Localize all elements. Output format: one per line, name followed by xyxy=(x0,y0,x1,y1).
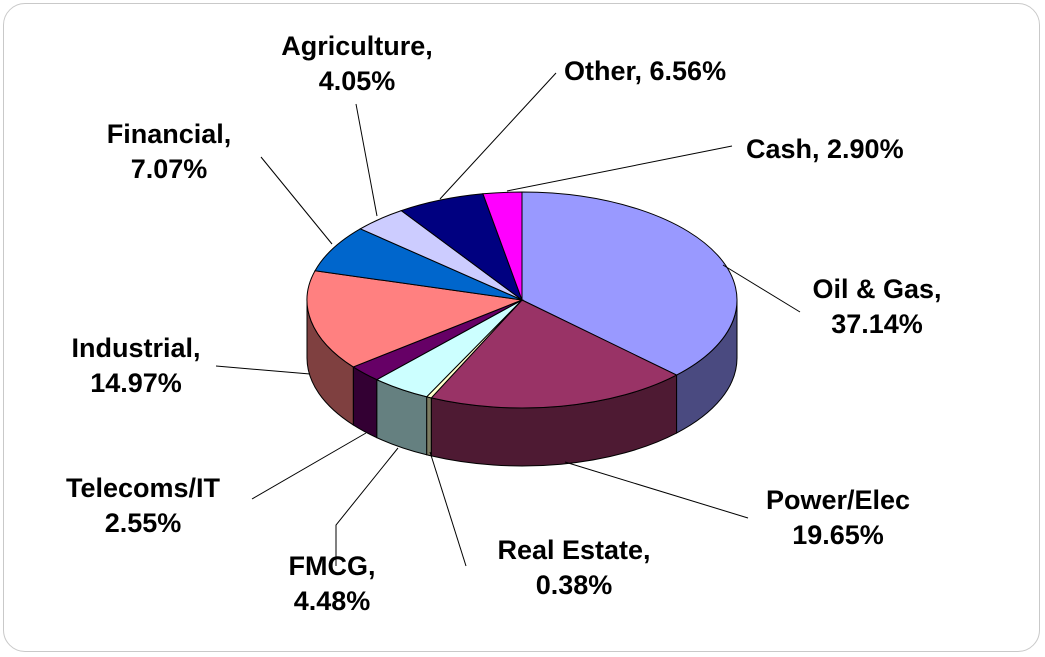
leader-lines xyxy=(215,72,801,567)
slice-side-real-estate xyxy=(426,396,432,457)
label-real-estate: Real Estate, 0.38% xyxy=(497,535,650,600)
slice-cash-2-90 xyxy=(482,191,523,301)
leader-line-power-elec xyxy=(564,461,749,519)
leader-line-financial xyxy=(260,156,333,245)
leader-line-oil-gas xyxy=(722,264,801,313)
label-telecoms-it: Telecoms/IT 2.55% xyxy=(66,473,221,538)
slice-labels: Oil & Gas, 37.14% Power/Elec 19.65% Real Est… xyxy=(66,31,942,616)
slice-power-elec xyxy=(430,299,678,409)
label-cash-2-90: Cash, 2.90% xyxy=(746,134,904,164)
slice-oil-gas xyxy=(521,191,738,376)
label-other-6-56: Other, 6.56% xyxy=(564,56,726,86)
leader-line-cash-2-90 xyxy=(506,145,733,192)
pie-tops xyxy=(306,191,738,409)
label-oil-gas: Oil & Gas, 37.14% xyxy=(812,274,941,339)
leader-line-telecoms-it xyxy=(251,432,367,500)
label-fmcg: FMCG, 4.48% xyxy=(289,551,376,616)
leader-line-fmcg xyxy=(335,447,399,566)
label-power-elec: Power/Elec 19.65% xyxy=(766,485,910,550)
leader-line-agriculture xyxy=(355,103,378,217)
leader-line-real-estate xyxy=(429,451,467,567)
label-agriculture: Agriculture, 4.05% xyxy=(281,31,433,96)
label-industrial: Industrial, 14.97% xyxy=(71,333,200,398)
label-financial: Financial, 7.07% xyxy=(107,119,232,184)
leader-line-industrial xyxy=(215,365,311,375)
slice-industrial xyxy=(306,270,524,368)
leader-line-other-6-56 xyxy=(439,72,557,200)
